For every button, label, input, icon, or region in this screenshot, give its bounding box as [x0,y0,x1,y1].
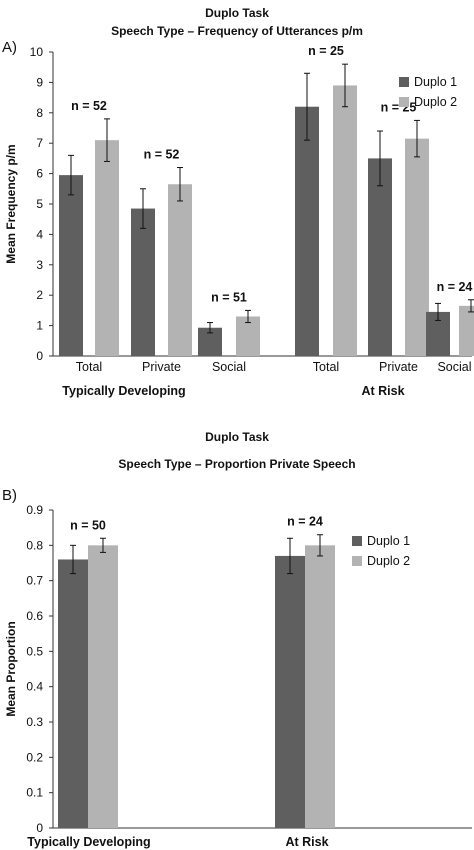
chart-subtitle: Speech Type – Proportion Private Speech [118,457,355,471]
group-label: Typically Developing [62,384,185,398]
y-tick-label: 5 [36,197,43,211]
n-label: n = 52 [144,148,180,162]
legend-swatch-duplo-1 [352,536,362,546]
chart-subtitle: Speech Type – Frequency of Utterances p/… [111,24,363,38]
bar-duplo-1 [368,158,392,356]
y-tick-label: 0.5 [26,644,43,658]
n-label: n = 24 [437,280,473,294]
n-label: n = 52 [71,99,107,113]
bar-duplo-1 [58,559,88,828]
bar-duplo-2 [168,184,192,356]
chart-title: Duplo Task [205,6,269,20]
bar-duplo-2 [95,140,119,356]
bar-duplo-1 [295,106,319,356]
bar-duplo-2 [305,545,335,828]
category-label: Social [437,360,471,374]
n-label: n = 25 [308,44,344,58]
group-label: At Risk [285,835,328,849]
y-tick-label: 1 [36,319,43,333]
y-axis-label: Mean Proportion [4,621,18,716]
group-label: Typically Developing [27,835,150,849]
legend-label: Duplo 1 [367,534,410,548]
legend-label: Duplo 2 [367,554,410,568]
bar-duplo-1 [59,175,83,356]
y-tick-label: 0 [36,821,43,835]
category-label: Private [142,360,181,374]
category-label: Private [379,360,418,374]
legend-swatch-duplo-2 [399,97,409,107]
y-tick-label: 3 [36,258,43,272]
panel-letter: B) [2,487,17,504]
bar-duplo-1 [275,555,305,828]
y-tick-label: 6 [36,167,43,181]
category-label: Total [313,360,339,374]
y-tick-label: 7 [36,136,43,150]
legend-swatch-duplo-2 [352,556,362,566]
y-tick-label: 4 [36,227,43,241]
y-tick-label: 2 [36,288,43,302]
bar-duplo-2 [236,316,260,356]
category-label: Total [76,360,102,374]
y-tick-label: 0.1 [26,786,43,800]
bar-duplo-2 [459,305,474,356]
y-tick-label: 10 [30,45,44,59]
chart-title: Duplo Task [205,430,269,444]
y-axis-label: Mean Frequency p/m [4,144,18,263]
y-tick-label: 0.2 [26,750,43,764]
y-tick-label: 8 [36,106,43,120]
panel-b-proportion-chart: Duplo Task Speech Type – Proportion Priva… [2,430,472,849]
y-tick-label: 0.6 [26,609,43,623]
legend-label: Duplo 1 [414,75,457,89]
group-label: At Risk [361,384,404,398]
y-tick-label: 0.7 [26,574,43,588]
y-tick-label: 0.4 [26,680,43,694]
n-label: n = 51 [211,290,247,304]
bar-duplo-1 [131,208,155,356]
category-label: Social [212,360,246,374]
bar-duplo-2 [405,138,429,356]
legend-label: Duplo 2 [414,95,457,109]
y-tick-label: 0.8 [26,538,43,552]
n-label: n = 25 [381,100,417,114]
legend-swatch-duplo-1 [399,77,409,87]
panel-letter: A) [2,39,17,56]
y-tick-label: 9 [36,75,43,89]
bar-duplo-2 [333,85,357,356]
n-label: n = 24 [287,515,323,529]
panel-a-frequency-chart: Duplo Task Speech Type – Frequency of Utt… [2,6,474,398]
y-tick-label: 0.3 [26,715,43,729]
n-label: n = 50 [70,518,106,532]
y-tick-label: 0 [36,349,43,363]
y-tick-label: 0.9 [26,503,43,517]
bar-duplo-2 [88,545,118,828]
